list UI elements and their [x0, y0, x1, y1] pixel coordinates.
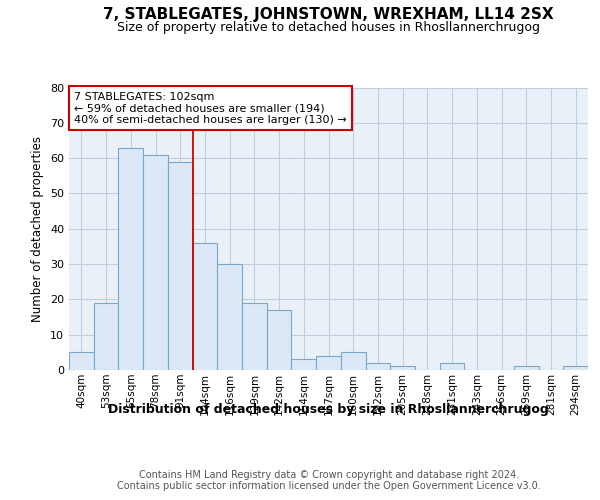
Text: Distribution of detached houses by size in Rhosllannerchrugog: Distribution of detached houses by size …	[109, 402, 549, 415]
Bar	[193, 243, 217, 370]
Bar	[365, 363, 390, 370]
Bar	[69, 352, 94, 370]
Bar	[563, 366, 588, 370]
Bar	[118, 148, 143, 370]
Bar	[390, 366, 415, 370]
Bar	[341, 352, 365, 370]
Bar	[94, 303, 118, 370]
Bar	[440, 363, 464, 370]
Bar	[168, 162, 193, 370]
Bar	[267, 310, 292, 370]
Bar	[514, 366, 539, 370]
Text: Contains HM Land Registry data © Crown copyright and database right 2024.: Contains HM Land Registry data © Crown c…	[139, 470, 519, 480]
Text: Contains public sector information licensed under the Open Government Licence v3: Contains public sector information licen…	[117, 481, 541, 491]
Bar	[242, 303, 267, 370]
Bar	[292, 360, 316, 370]
Text: Size of property relative to detached houses in Rhosllannerchrugog: Size of property relative to detached ho…	[118, 21, 540, 34]
Text: 7 STABLEGATES: 102sqm
← 59% of detached houses are smaller (194)
40% of semi-det: 7 STABLEGATES: 102sqm ← 59% of detached …	[74, 92, 347, 125]
Bar	[143, 154, 168, 370]
Bar	[316, 356, 341, 370]
Y-axis label: Number of detached properties: Number of detached properties	[31, 136, 44, 322]
Text: 7, STABLEGATES, JOHNSTOWN, WREXHAM, LL14 2SX: 7, STABLEGATES, JOHNSTOWN, WREXHAM, LL14…	[103, 8, 554, 22]
Bar	[217, 264, 242, 370]
